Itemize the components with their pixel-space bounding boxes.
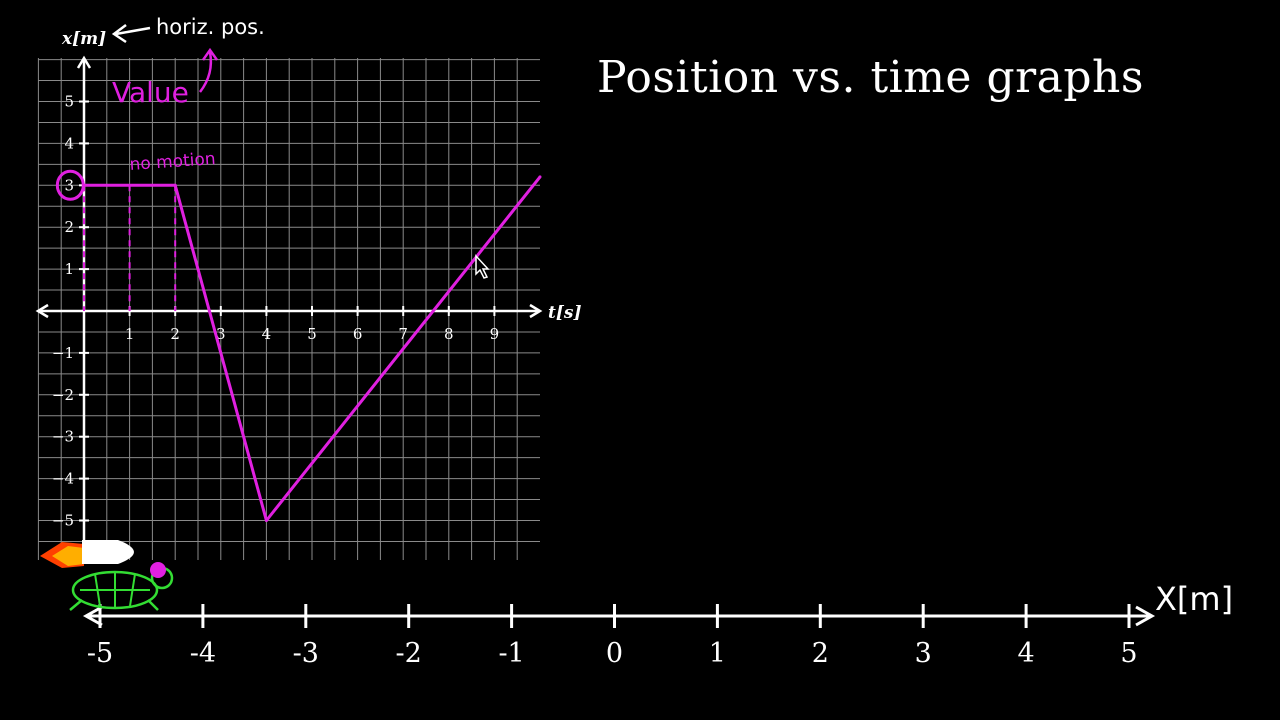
number-line-tick-label: 4 <box>1018 638 1035 669</box>
x-axis-label: t[s] <box>548 303 582 323</box>
up-arrow-icon <box>199 47 219 93</box>
horiz-pos-note: horiz. pos. <box>111 15 265 44</box>
no-motion-label: no motion <box>129 149 216 175</box>
x-tick-label: 8 <box>444 325 454 343</box>
number-line-tick-label: -5 <box>87 638 113 669</box>
x-tick-label: 7 <box>398 325 408 343</box>
y-tick-label: 5 <box>64 93 74 111</box>
number-line-tick-label: -2 <box>396 638 422 669</box>
number-line-arrow-right <box>1135 605 1156 627</box>
number-line-tick-label: 3 <box>915 638 932 669</box>
x-tick-label: 6 <box>353 325 363 343</box>
graph-grid <box>37 58 540 560</box>
y-tick-label: −3 <box>52 428 74 446</box>
number-line-arrow-left <box>82 605 103 627</box>
y-axis-label: x[m] <box>61 29 106 49</box>
turtle-icon <box>69 562 174 611</box>
y-tick-label: −5 <box>52 512 74 530</box>
x-tick-label: 9 <box>490 325 500 343</box>
number-line-tick-label: 2 <box>812 638 829 669</box>
y-tick-label: −4 <box>52 470 74 488</box>
number-line-tick-label: 0 <box>606 638 623 669</box>
y-axis-arrow-up <box>76 55 92 69</box>
page-title: Position vs. time graphs <box>597 52 1144 103</box>
x-tick-label: 2 <box>170 325 180 343</box>
y-tick-label: 2 <box>64 218 74 236</box>
number-line-tick-label: 5 <box>1120 638 1137 669</box>
series-point <box>264 519 268 522</box>
x-tick-label: 3 <box>216 325 226 343</box>
left-arrow-icon <box>111 24 151 44</box>
x-tick-label: 1 <box>125 325 135 343</box>
x-axis-arrow-left <box>35 303 49 319</box>
number-line-tick-label: -3 <box>293 638 319 669</box>
y-tick-label: −1 <box>52 344 74 362</box>
x-tick-label: 5 <box>307 325 317 343</box>
mouse-cursor-icon <box>475 254 490 279</box>
hand-annotations <box>55 169 177 311</box>
x-tick-label: 4 <box>262 325 272 343</box>
y-tick-label: 4 <box>64 134 74 152</box>
series-point <box>538 175 542 179</box>
horiz-pos-label: horiz. pos. <box>156 15 265 39</box>
y-tick-label: 3 <box>64 176 74 194</box>
number-line-tick-label: 1 <box>709 638 726 669</box>
y-tick-label: −2 <box>52 386 74 404</box>
number-line-tick-label: -1 <box>498 638 524 669</box>
value-note: Value <box>112 47 219 109</box>
graph-ticks: 1 2 3 4 5 6 7 8 9 −5 −4 −3 −2 −1 1 2 3 4 5 <box>52 93 499 530</box>
y-tick-label: 1 <box>64 260 74 278</box>
number-line-label: X[m] <box>1155 580 1233 618</box>
x-axis-arrow-right <box>529 303 543 319</box>
rocket-icon <box>40 540 134 568</box>
number-line: -5 -4 -3 -2 -1 0 1 2 3 4 5 <box>82 604 1156 669</box>
number-line-tick-label: -4 <box>190 638 216 669</box>
value-label: Value <box>112 76 189 109</box>
